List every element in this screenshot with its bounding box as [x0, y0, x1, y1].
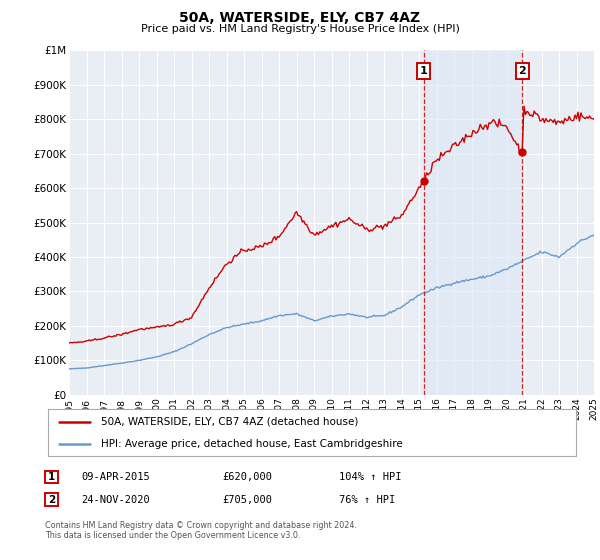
Text: 76% ↑ HPI: 76% ↑ HPI [339, 494, 395, 505]
Text: HPI: Average price, detached house, East Cambridgeshire: HPI: Average price, detached house, East… [101, 438, 403, 449]
Text: 24-NOV-2020: 24-NOV-2020 [81, 494, 150, 505]
Text: 50A, WATERSIDE, ELY, CB7 4AZ (detached house): 50A, WATERSIDE, ELY, CB7 4AZ (detached h… [101, 417, 358, 427]
Text: 2: 2 [48, 494, 55, 505]
Text: This data is licensed under the Open Government Licence v3.0.: This data is licensed under the Open Gov… [45, 531, 301, 540]
Text: 50A, WATERSIDE, ELY, CB7 4AZ: 50A, WATERSIDE, ELY, CB7 4AZ [179, 11, 421, 25]
Text: 2: 2 [518, 66, 526, 76]
Text: £620,000: £620,000 [222, 472, 272, 482]
Text: 09-APR-2015: 09-APR-2015 [81, 472, 150, 482]
Text: Price paid vs. HM Land Registry's House Price Index (HPI): Price paid vs. HM Land Registry's House … [140, 24, 460, 34]
Text: £705,000: £705,000 [222, 494, 272, 505]
Text: 1: 1 [420, 66, 428, 76]
Bar [424, 50, 522, 395]
Text: Contains HM Land Registry data © Crown copyright and database right 2024.: Contains HM Land Registry data © Crown c… [45, 521, 357, 530]
Text: 104% ↑ HPI: 104% ↑ HPI [339, 472, 401, 482]
Text: 1: 1 [48, 472, 55, 482]
